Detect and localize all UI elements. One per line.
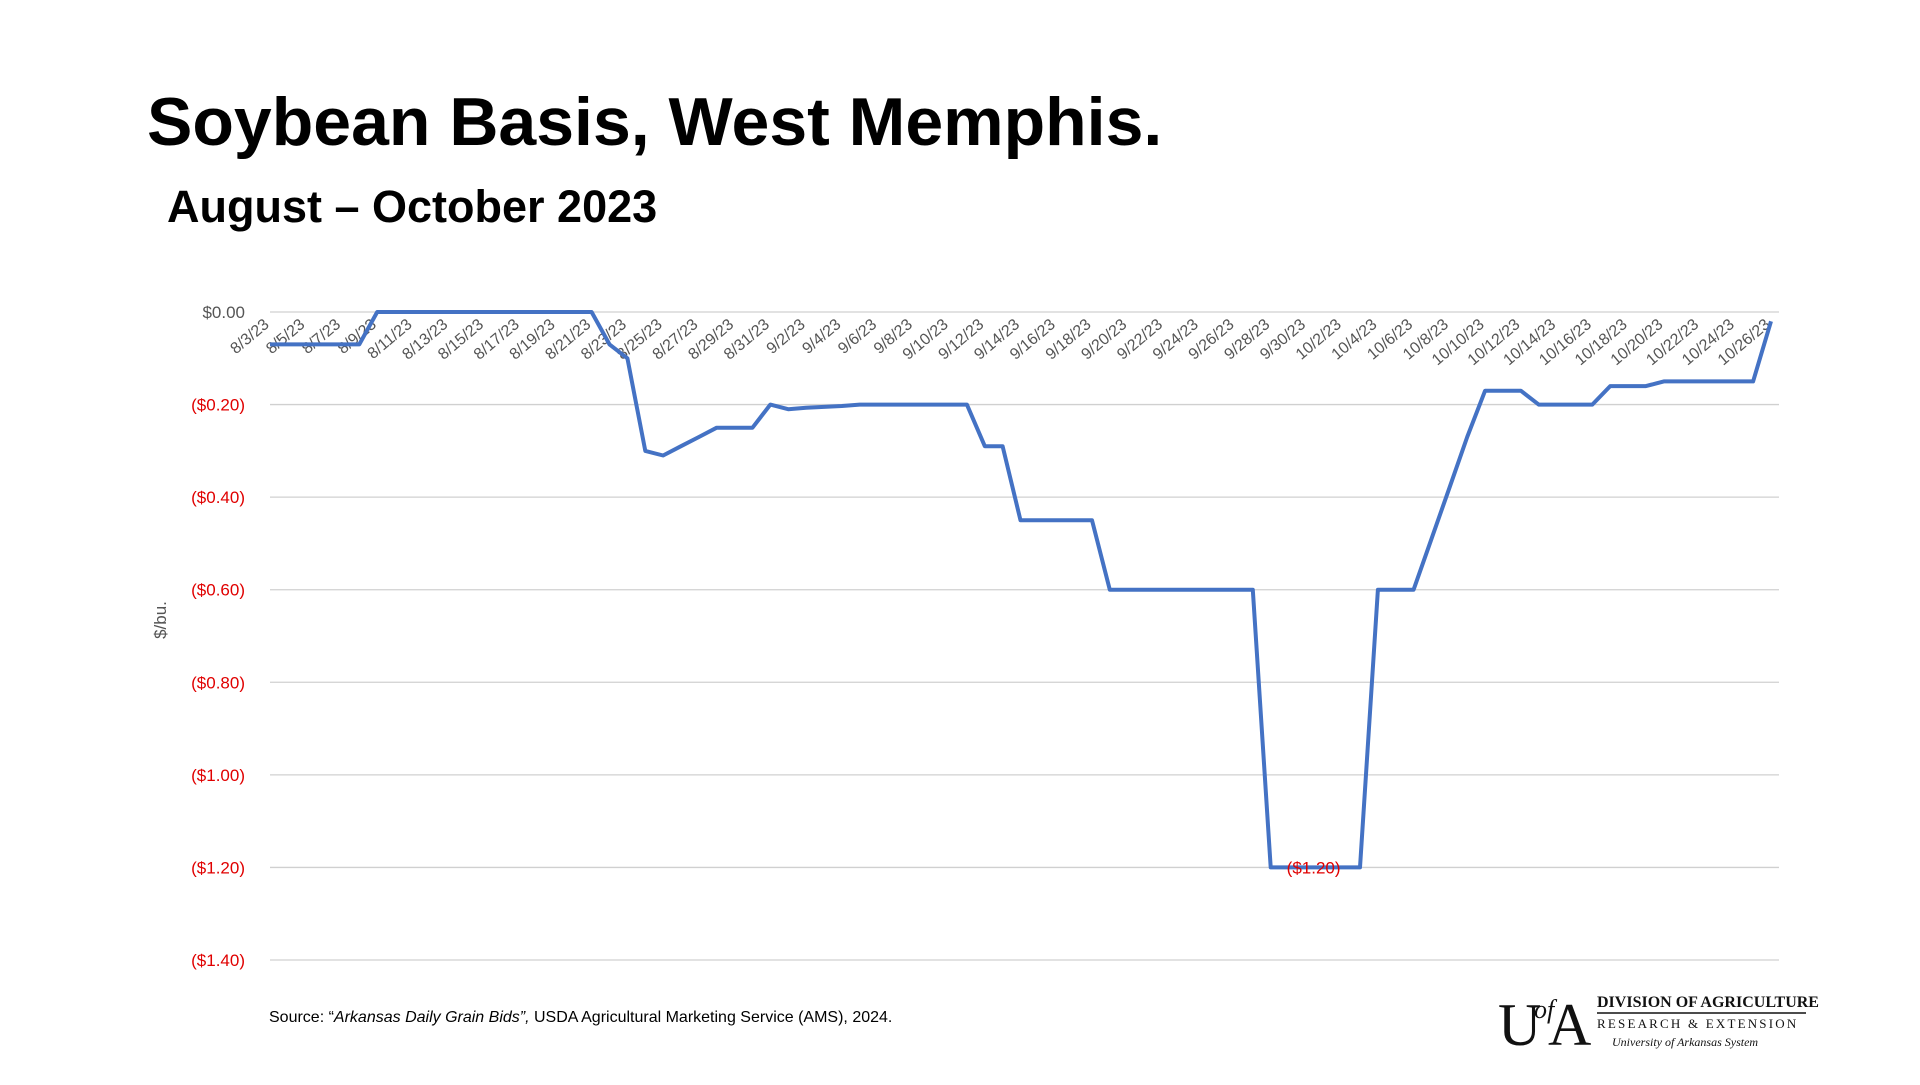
y-axis-label: $/bu. — [151, 601, 170, 639]
y-tick-label: ($0.80) — [191, 673, 245, 692]
logo-a: A — [1548, 992, 1591, 1058]
logo-u: U — [1498, 992, 1541, 1058]
y-tick-label: ($0.40) — [191, 488, 245, 507]
data-annotation: ($1.20) — [1287, 858, 1341, 877]
y-tick-label: ($1.40) — [191, 951, 245, 970]
y-tick-label: $0.00 — [202, 303, 245, 322]
logo-line2: RESEARCH & EXTENSION — [1597, 1016, 1798, 1031]
source-note: Source: “Arkansas Daily Grain Bids”, USD… — [269, 1009, 892, 1026]
source-prefix: Source: “ — [269, 1009, 334, 1026]
chart-title: Soybean Basis, West Memphis. — [147, 84, 1162, 160]
y-tick-label: ($1.00) — [191, 766, 245, 785]
source-rest: USDA Agricultural Marketing Service (AMS… — [530, 1009, 893, 1026]
logo: U of A DIVISION OF AGRICULTURE RESEARCH … — [1498, 992, 1819, 1058]
y-tick-label: ($0.20) — [191, 396, 245, 415]
chart-subtitle: August – October 2023 — [167, 181, 657, 232]
logo-line3: University of Arkansas System — [1612, 1035, 1758, 1049]
y-tick-label: ($1.20) — [191, 858, 245, 877]
source-title: Arkansas Daily Grain Bids”, — [333, 1009, 530, 1026]
line-series — [270, 310, 1773, 870]
logo-line1: DIVISION OF AGRICULTURE — [1597, 994, 1819, 1011]
y-tick-label: ($0.60) — [191, 581, 245, 600]
logo-of: of — [1534, 995, 1558, 1024]
